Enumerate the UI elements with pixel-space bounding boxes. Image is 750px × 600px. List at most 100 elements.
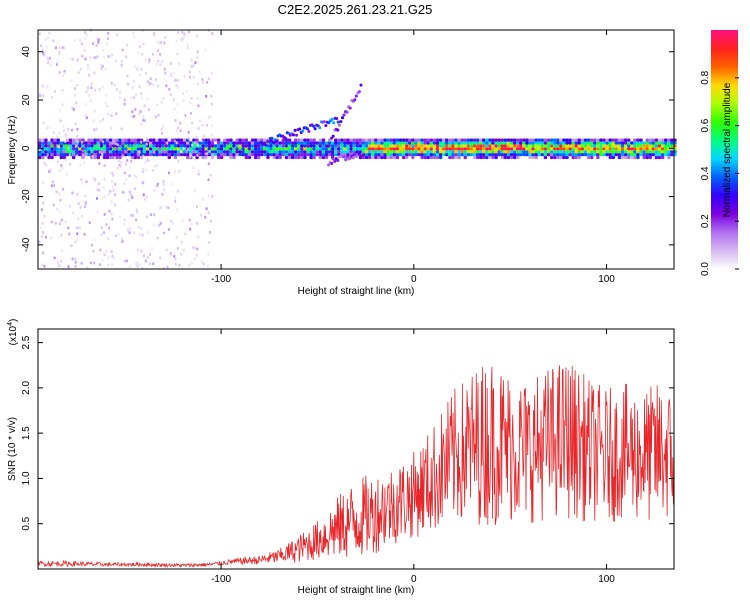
heatmap-cell [667, 150, 671, 154]
heatmap-cell [392, 153, 397, 157]
heatmap-cell [177, 79, 180, 83]
heatmap-cell [654, 153, 659, 157]
heatmap-cell [553, 141, 557, 145]
heatmap-cell [429, 141, 434, 145]
heatmap-cell [593, 141, 597, 145]
heatmap-cell [152, 147, 156, 151]
heatmap-cell [176, 138, 181, 142]
heatmap-cell [337, 144, 341, 148]
heatmap-cell [38, 138, 42, 142]
heatmap-cell [374, 147, 378, 151]
heatmap-cell [63, 46, 66, 50]
heatmap-cell [58, 145, 61, 149]
heatmap-cell [68, 150, 73, 154]
heatmap-cell [590, 141, 594, 145]
heatmap-cell [442, 144, 446, 148]
heatmap-cell [43, 214, 46, 218]
heatmap-cell [53, 147, 57, 151]
heatmap-cell [269, 147, 273, 151]
heatmap-cell [105, 155, 110, 160]
heatmap-cell [58, 108, 62, 112]
heatmap-cell [463, 153, 467, 157]
heatmap-cell [108, 209, 111, 213]
heatmap-cell [497, 144, 501, 148]
heatmap-cell [70, 79, 73, 82]
heatmap-cell [134, 174, 137, 178]
snr-y-scale-label: (x104) [7, 319, 19, 346]
heatmap-cell [660, 155, 665, 160]
heatmap-cell [420, 153, 424, 157]
heatmap-cell [331, 134, 335, 138]
heatmap-cell [50, 220, 53, 224]
spectrogram-y-tick-label: 0 [21, 145, 32, 151]
heatmap-cell [112, 188, 115, 192]
heatmap-cell [395, 150, 400, 154]
heatmap-cell [206, 80, 209, 84]
heatmap-cell [111, 217, 114, 221]
heatmap-cell [315, 144, 319, 148]
heatmap-cell [144, 71, 148, 75]
heatmap-cell [189, 153, 193, 157]
snr-y-tick-label: 1.0 [21, 471, 32, 485]
heatmap-cell [131, 86, 134, 90]
heatmap-cell [648, 147, 653, 151]
heatmap-cell [206, 264, 209, 268]
heatmap-cell [93, 71, 96, 75]
heatmap-cell [136, 153, 141, 157]
heatmap-cell [503, 141, 508, 145]
heatmap-cell [83, 48, 86, 52]
heatmap-cell [105, 223, 108, 227]
heatmap-cell [146, 80, 149, 84]
heatmap-cell [611, 155, 616, 160]
heatmap-cell [642, 153, 646, 157]
heatmap-cell [130, 213, 133, 217]
heatmap-cell [645, 155, 649, 160]
heatmap-cell [540, 141, 545, 145]
heatmap-cell [577, 147, 582, 151]
heatmap-cell [657, 141, 662, 145]
heatmap-cell [56, 60, 59, 64]
heatmap-cell [204, 147, 208, 151]
heatmap-cell [383, 153, 387, 157]
heatmap-cell [145, 150, 150, 154]
heatmap-cell [525, 144, 529, 148]
heatmap-cell [559, 147, 563, 151]
spectrogram-y-tick-label: -40 [21, 237, 32, 252]
heatmap-cell [133, 138, 138, 142]
heatmap-cell [123, 102, 126, 106]
heatmap-cell [84, 57, 87, 61]
heatmap-cell [128, 166, 131, 170]
heatmap-cell [124, 150, 128, 154]
heatmap-cell [111, 263, 114, 267]
heatmap-cell [574, 141, 579, 145]
heatmap-cell [426, 147, 430, 151]
heatmap-cell [531, 155, 535, 160]
heatmap-cell [426, 153, 430, 157]
heatmap-cell [457, 141, 461, 145]
heatmap-cell [76, 83, 79, 87]
heatmap-cell [472, 147, 477, 151]
heatmap-cell [210, 150, 215, 154]
heatmap-cell [128, 190, 131, 194]
heatmap-cell [423, 150, 427, 154]
heatmap-cell [174, 199, 177, 203]
heatmap-cell [142, 181, 145, 184]
heatmap-cell [40, 139, 43, 143]
heatmap-cell [571, 150, 575, 154]
heatmap-cell [133, 144, 138, 148]
heatmap-cell [636, 153, 640, 157]
heatmap-cell [64, 135, 67, 138]
heatmap-cell [358, 144, 363, 148]
heatmap-cell [84, 141, 88, 145]
heatmap-cell [651, 147, 656, 151]
heatmap-cell [142, 118, 145, 122]
heatmap-cell [460, 147, 464, 151]
heatmap-cell [586, 153, 591, 157]
heatmap-cell [112, 141, 116, 145]
heatmap-cell [549, 144, 554, 148]
heatmap-cell [574, 147, 579, 151]
heatmap-cell [331, 157, 335, 161]
heatmap-cell [84, 31, 87, 35]
heatmap-cell [210, 102, 214, 106]
